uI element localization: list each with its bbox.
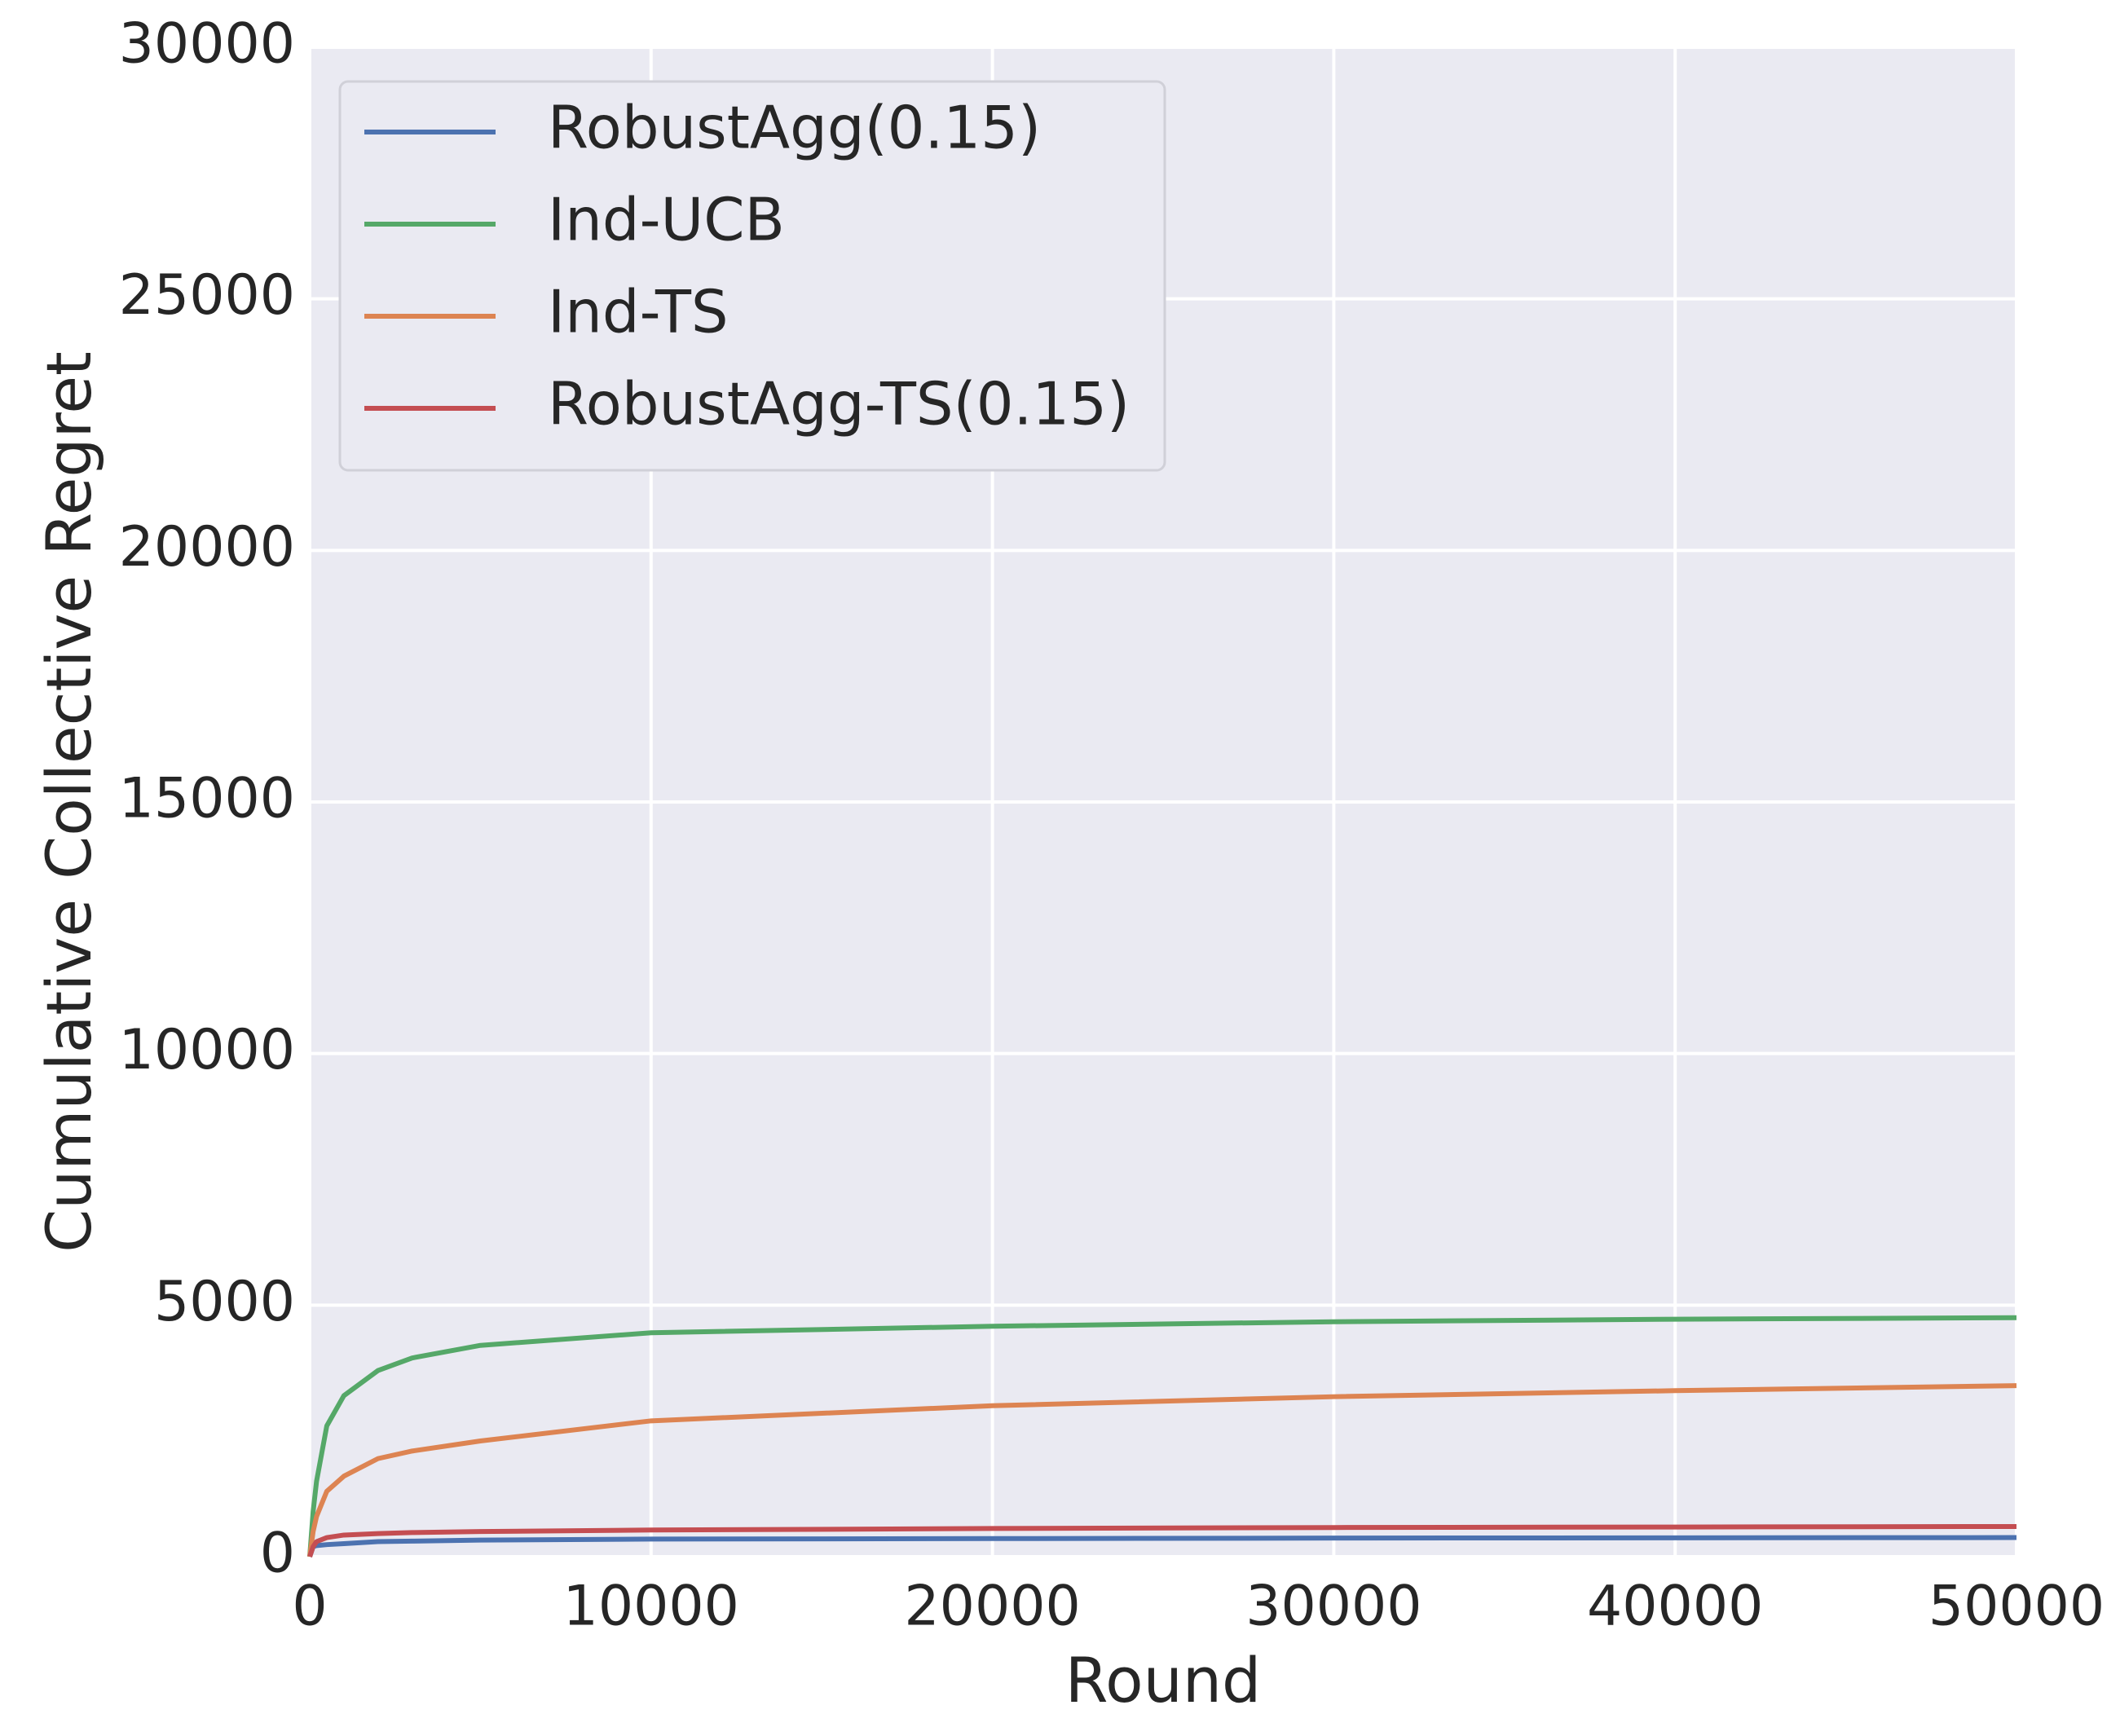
x-tick-label: 20000 bbox=[904, 1575, 1080, 1639]
y-tick-label: 20000 bbox=[119, 515, 295, 579]
x-tick-label: 0 bbox=[292, 1575, 327, 1639]
series-line bbox=[307, 1523, 2017, 1558]
x-tick-label: 10000 bbox=[563, 1575, 739, 1639]
legend-label: RobustAgg(0.15) bbox=[548, 94, 1041, 162]
series-line bbox=[307, 1383, 2017, 1558]
y-tick-label: 0 bbox=[260, 1522, 295, 1586]
legend-label: Ind-UCB bbox=[548, 186, 785, 254]
y-tick-label: 15000 bbox=[119, 767, 295, 831]
x-axis-label: Round bbox=[1065, 1644, 1261, 1716]
y-tick-label: 5000 bbox=[154, 1270, 295, 1334]
y-tick-label: 30000 bbox=[119, 12, 295, 77]
legend-label: Ind-TS bbox=[548, 278, 729, 346]
y-tick-label: 25000 bbox=[119, 263, 295, 328]
y-axis-label: Cumulative Collective Regret bbox=[33, 351, 105, 1253]
x-tick-label: 30000 bbox=[1245, 1575, 1421, 1639]
legend-label: RobustAgg-TS(0.15) bbox=[548, 370, 1130, 438]
series-line bbox=[307, 1315, 2017, 1558]
y-tick-label: 10000 bbox=[119, 1018, 295, 1082]
x-tick-label: 50000 bbox=[1928, 1575, 2105, 1639]
legend-box bbox=[338, 80, 1166, 472]
x-tick-label: 40000 bbox=[1587, 1575, 1763, 1639]
